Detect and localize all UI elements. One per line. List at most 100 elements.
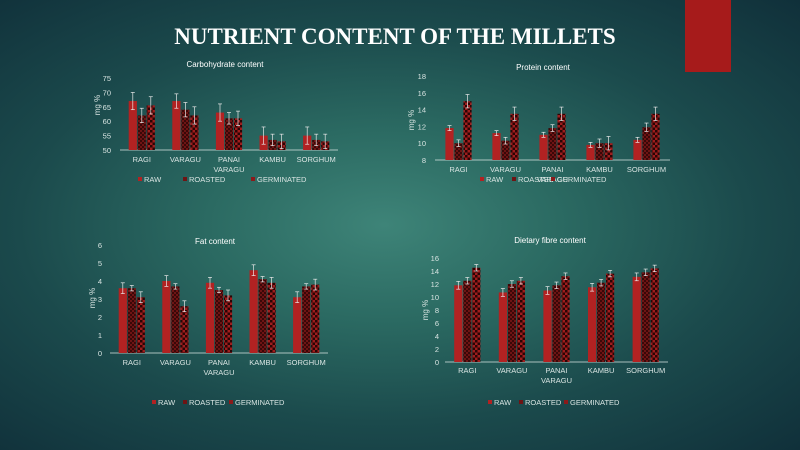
legend-label: ROASTED <box>518 175 555 184</box>
y-tick-label: 75 <box>103 74 111 83</box>
bar-germinated <box>233 118 243 150</box>
bar-germinated <box>146 105 155 150</box>
x-tick-label: PANAI <box>208 358 230 367</box>
y-tick-label: 0 <box>98 349 102 358</box>
bar-germinated <box>510 113 519 160</box>
x-tick-label: RAGI <box>458 366 476 375</box>
bar-roasted <box>137 115 146 150</box>
legend-label: ROASTED <box>525 398 562 407</box>
bar-germinated <box>180 306 189 353</box>
legend-swatch <box>229 400 233 404</box>
bar-germinated <box>561 276 570 362</box>
bar-raw <box>128 101 137 150</box>
bar-roasted <box>548 128 557 160</box>
accent-block <box>685 0 731 72</box>
y-tick-label: 8 <box>422 156 426 165</box>
y-axis-label: mg % <box>407 110 416 130</box>
x-tick-label: KAMBU <box>586 165 613 174</box>
bar-raw <box>586 144 595 160</box>
x-tick-label: RAGI <box>123 358 141 367</box>
bar-roasted <box>258 279 267 353</box>
legend-label: RAW <box>486 175 504 184</box>
y-tick-label: 14 <box>431 267 439 276</box>
x-tick-label: PANAI <box>218 155 240 164</box>
legend-swatch <box>152 400 156 404</box>
bar-raw <box>445 128 454 160</box>
bar-germinated <box>606 273 615 362</box>
page-title: NUTRIENT CONTENT OF THE MILLETS <box>174 24 616 49</box>
bar-raw <box>172 101 181 150</box>
bar-roasted <box>597 282 606 362</box>
legend-swatch <box>480 177 484 181</box>
legend-swatch <box>251 177 255 181</box>
y-tick-label: 12 <box>431 280 439 289</box>
y-tick-label: 2 <box>98 313 102 322</box>
y-tick-label: 6 <box>435 319 439 328</box>
x-tick-label: KAMBU <box>588 366 615 375</box>
x-tick-label: KAMBU <box>249 358 276 367</box>
bar-roasted <box>595 143 604 160</box>
legend-label: RAW <box>158 398 176 407</box>
bar-germinated <box>557 113 566 160</box>
x-tick-label: VARAGU <box>170 155 201 164</box>
legend-label: ROASTED <box>189 398 226 407</box>
legend-swatch <box>519 400 523 404</box>
y-tick-label: 14 <box>418 106 426 115</box>
y-tick-label: 12 <box>418 122 426 131</box>
x-tick-label: SORGHUM <box>627 165 666 174</box>
x-tick-label: VARAGU <box>160 358 191 367</box>
bar-raw <box>633 139 642 160</box>
legend-label: GERMINATED <box>557 175 607 184</box>
y-axis-label: mg % <box>93 95 102 115</box>
bar-germinated <box>223 295 233 353</box>
bar-roasted <box>501 140 510 160</box>
legend-label: ROASTED <box>189 175 226 184</box>
bar-germinated <box>472 267 481 362</box>
chart-title: Protein content <box>516 63 571 72</box>
bar-roasted <box>214 290 224 353</box>
y-tick-label: 65 <box>103 103 111 112</box>
bar-roasted <box>552 285 561 362</box>
y-tick-label: 50 <box>103 146 111 155</box>
bar-roasted <box>454 143 463 160</box>
bar-raw <box>454 285 463 362</box>
legend-swatch <box>512 177 516 181</box>
legend-swatch <box>564 400 568 404</box>
bar-roasted <box>224 118 234 150</box>
chart-title: Carbohydrate content <box>187 60 265 69</box>
bar-roasted <box>507 284 516 362</box>
bar-germinated <box>136 297 145 353</box>
legend-swatch <box>551 177 555 181</box>
bar-germinated <box>311 284 320 353</box>
x-tick-label: VARAGU <box>213 165 244 174</box>
legend-label: GERMINATED <box>235 398 285 407</box>
bar-raw <box>162 281 171 353</box>
y-tick-label: 4 <box>435 332 439 341</box>
y-tick-label: 18 <box>418 72 426 81</box>
bar-raw <box>632 276 641 362</box>
legend-swatch <box>488 400 492 404</box>
bar-germinated <box>651 113 660 160</box>
legend-swatch <box>138 177 142 181</box>
legend-label: RAW <box>494 398 512 407</box>
legend-label: GERMINATED <box>257 175 307 184</box>
bar-germinated <box>463 101 472 160</box>
y-axis-label: mg % <box>421 300 430 320</box>
legend-label: GERMINATED <box>570 398 620 407</box>
bar-raw <box>215 112 225 150</box>
bar-roasted <box>463 280 472 362</box>
x-tick-label: SORGHUM <box>287 358 326 367</box>
x-tick-label: VARAGU <box>490 165 521 174</box>
bar-raw <box>498 292 507 362</box>
bar-roasted <box>127 288 136 353</box>
bar-raw <box>118 288 127 353</box>
bar-roasted <box>171 286 180 353</box>
y-tick-label: 6 <box>98 241 102 250</box>
y-tick-label: 1 <box>98 331 102 340</box>
x-tick-label: KAMBU <box>259 155 286 164</box>
bar-roasted <box>641 272 650 362</box>
y-tick-label: 5 <box>98 259 102 268</box>
y-tick-label: 60 <box>103 117 111 126</box>
x-tick-label: RAGI <box>449 165 467 174</box>
